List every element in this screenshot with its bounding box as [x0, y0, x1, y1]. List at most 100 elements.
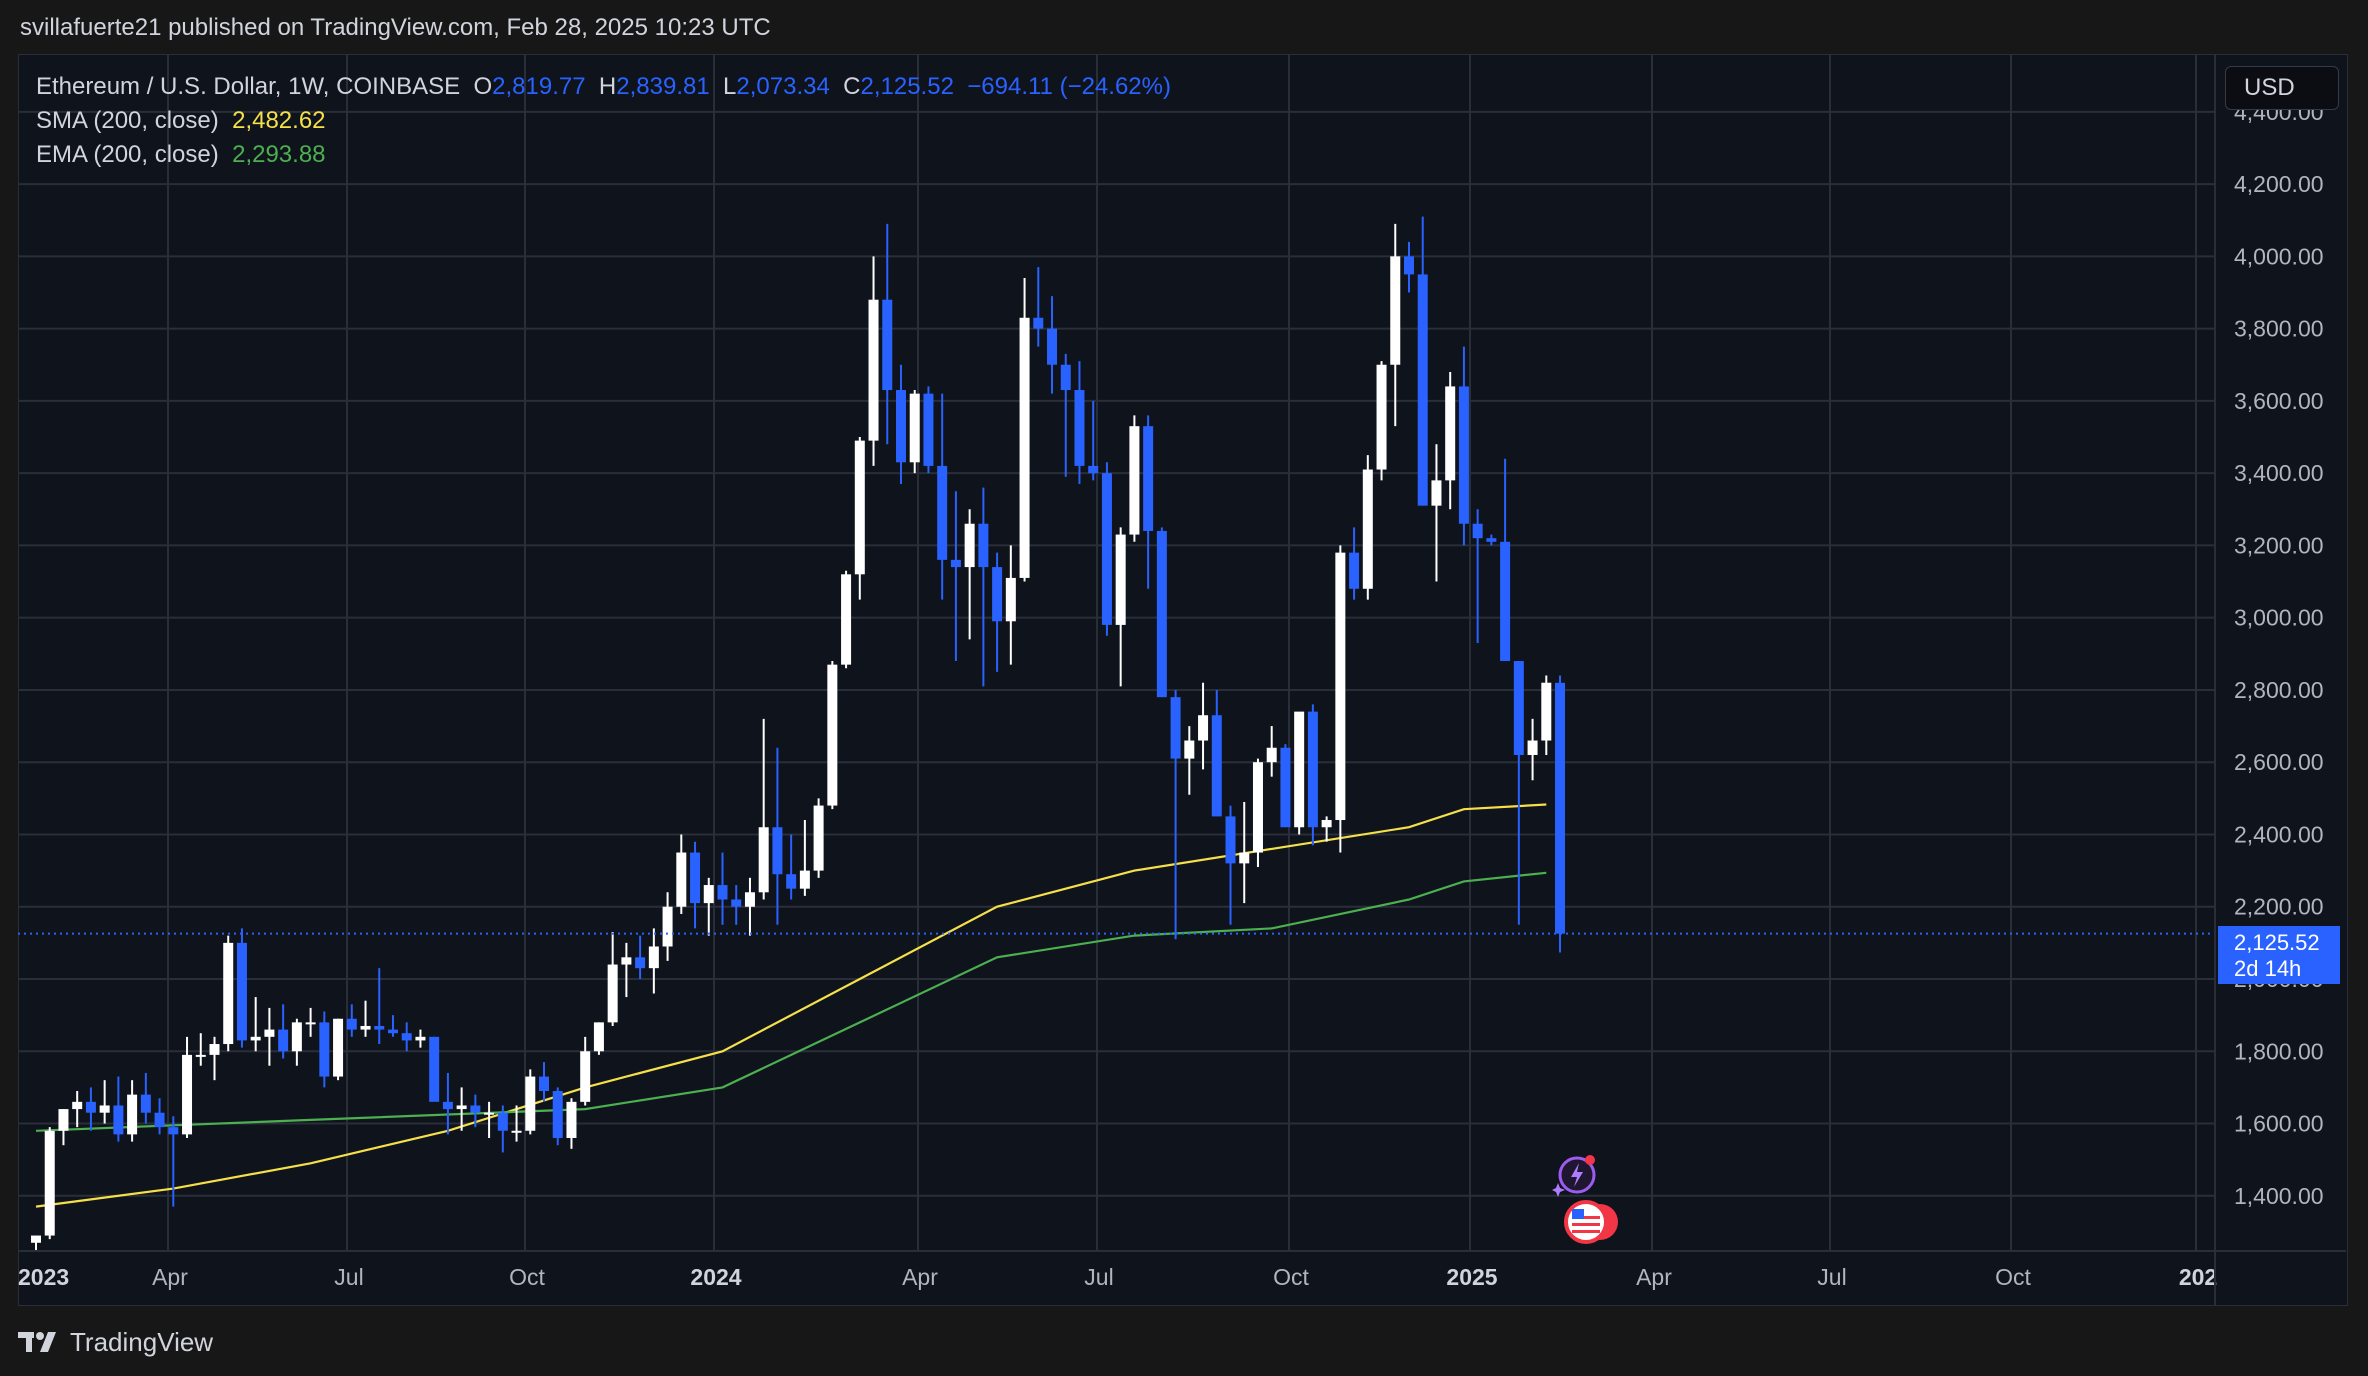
top-bar: svillafuerte21 published on TradingView.… [0, 0, 2368, 54]
candle-body [1445, 386, 1456, 481]
candle-body [923, 393, 934, 466]
candle-body [1555, 682, 1566, 934]
legend-symbol[interactable]: Ethereum / U.S. Dollar, 1W, COINBASE [36, 73, 461, 100]
candle-body [44, 1130, 55, 1236]
candle-body [346, 1018, 357, 1030]
candle-body [1101, 473, 1112, 625]
candle-body [1115, 534, 1126, 625]
candle-body [1500, 541, 1511, 662]
ema-line [35, 871, 1547, 1132]
candle-body [223, 942, 234, 1045]
legend-sma-value: 2,482.62 [232, 107, 326, 134]
candle-body [429, 1036, 440, 1102]
candle-body [1417, 274, 1428, 506]
candle-body [1060, 364, 1071, 391]
candle-body [1033, 317, 1044, 329]
candle-body [401, 1033, 412, 1041]
candle-body [1252, 762, 1263, 853]
y-tick-label: 1,400.00 [2234, 1183, 2324, 1209]
candle-body [744, 892, 755, 907]
candle-body [566, 1101, 577, 1138]
candle-body [1047, 328, 1058, 365]
x-tick-label: 2023 [18, 1264, 69, 1290]
candle-body [99, 1105, 110, 1113]
candle-body [1170, 697, 1181, 759]
candle-body [909, 393, 920, 463]
candle-body [1362, 469, 1373, 589]
candle-body [333, 1018, 344, 1077]
candle-body [1019, 317, 1030, 578]
candle-body [58, 1109, 69, 1131]
y-tick-label: 2,200.00 [2234, 894, 2324, 920]
legend-ema-label: EMA (200, close) [36, 141, 219, 168]
candle-body [1088, 465, 1099, 474]
candle-body [1294, 711, 1305, 828]
candle-body [786, 874, 797, 889]
candle-body [195, 1054, 206, 1057]
candle-body [950, 559, 961, 568]
published-info: svillafuerte21 published on TradingView.… [20, 14, 771, 41]
candle-body [85, 1101, 96, 1113]
y-tick-label: 1,600.00 [2234, 1111, 2324, 1137]
y-tick-label: 3,200.00 [2234, 532, 2324, 558]
candle-body [236, 942, 247, 1041]
legend-close-value: 2,125.52 [860, 73, 954, 100]
legend-sma-row[interactable]: SMA (200, close) 2,482.62 [36, 104, 1171, 138]
candle-body [387, 1029, 398, 1034]
chart-pane[interactable] [18, 54, 2348, 1306]
candle-body [621, 957, 632, 965]
candle-body [854, 440, 865, 575]
candle-body [456, 1105, 467, 1110]
x-tick-label: 2024 [690, 1264, 741, 1290]
lightning-sparkle-icon[interactable] [1552, 1150, 1602, 1200]
tradingview-brand[interactable]: TradingView [70, 1326, 214, 1357]
candle-body [1156, 530, 1167, 698]
y-tick-label: 4,000.00 [2234, 243, 2324, 269]
x-tick-label: Oct [1995, 1264, 2031, 1290]
candle-body [552, 1091, 563, 1138]
x-tick-label: Apr [902, 1264, 938, 1290]
candle-body [305, 1022, 316, 1025]
legend-open-value: 2,819.77 [492, 73, 586, 100]
candle-body [442, 1101, 453, 1110]
candle-body [154, 1112, 165, 1128]
candle-body [1266, 747, 1277, 763]
x-tick-label: 202 [2179, 1264, 2217, 1290]
currency-button[interactable]: USD [2225, 66, 2339, 110]
candle-body [1376, 364, 1387, 470]
candle-body [497, 1112, 508, 1131]
bar-countdown: 2d 14h [2234, 956, 2302, 981]
x-tick-label: Jul [1817, 1264, 1846, 1290]
candle-body [1321, 820, 1332, 828]
y-tick-label: 3,000.00 [2234, 605, 2324, 631]
y-tick-label: 4,200.00 [2234, 171, 2324, 197]
us-flag-events-icon[interactable] [1562, 1198, 1624, 1246]
candle-body [1349, 552, 1360, 589]
candle-body [113, 1105, 124, 1135]
sma-line [35, 803, 1547, 1208]
candle-body [1527, 740, 1538, 755]
candle-body [868, 299, 879, 441]
legend-ohlc-row: Ethereum / U.S. Dollar, 1W, COINBASE O2,… [36, 70, 1171, 104]
candle-body [31, 1235, 41, 1243]
legend-ema-row[interactable]: EMA (200, close) 2,293.88 [36, 138, 1171, 172]
candle-body [607, 964, 618, 1023]
candle-body [182, 1054, 193, 1135]
candle-body [895, 390, 906, 463]
candle-body [278, 1029, 289, 1052]
candle-body [1541, 682, 1552, 741]
candle-body [580, 1051, 591, 1102]
candle-body [250, 1036, 261, 1041]
candle-body [758, 827, 769, 893]
candle-body [1211, 715, 1222, 817]
last-price-tag: 2,125.52 2d 14h [2218, 926, 2340, 984]
tradingview-logo-icon[interactable] [18, 1329, 62, 1355]
candle-body [813, 805, 824, 871]
legend-close-label: C [843, 73, 861, 100]
candle-body [1005, 577, 1016, 622]
x-tick-label: Apr [1636, 1264, 1672, 1290]
chart-legend: Ethereum / U.S. Dollar, 1W, COINBASE O2,… [36, 70, 1171, 172]
legend-high-label: H [598, 73, 617, 100]
candle-body [1198, 715, 1209, 741]
